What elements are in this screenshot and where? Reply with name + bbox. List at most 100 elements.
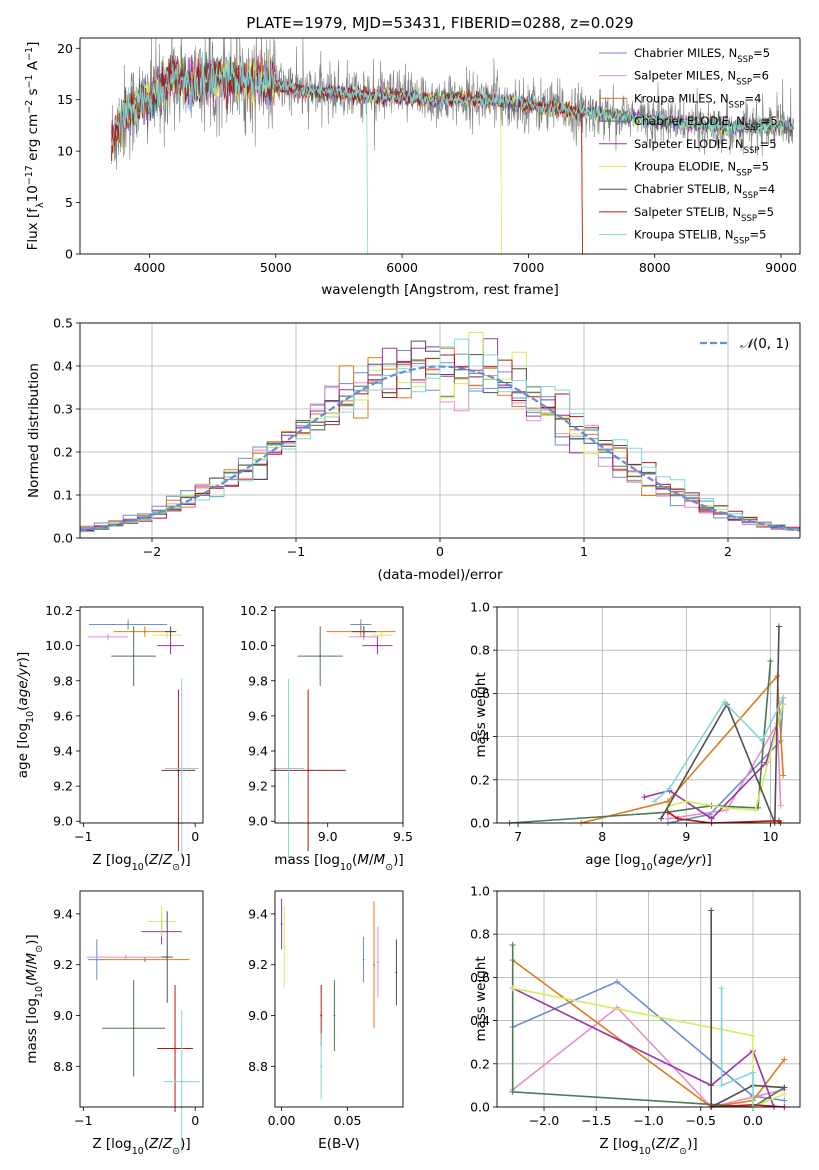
x-tick-label: 0 [191,1113,199,1128]
z-weight-xlabel-part: 10 [639,1146,651,1157]
y-tick-label: 9.4 [248,906,268,921]
weight-marker [666,785,673,792]
z-mass-xlabel-part: ( [144,1136,149,1152]
legend-label-part: Salpeter STELIB, N [634,205,741,219]
age_weight-frame [496,606,801,824]
y-tick-label: 10.2 [240,603,268,618]
weight-marker [658,815,665,822]
weight-series-line [512,959,785,1108]
age-weight-xlabel-part: 10 [641,862,653,873]
x-tick-label: 9.5 [393,829,413,844]
weight-marker [509,1088,516,1095]
data-point [174,1047,177,1050]
spectrum-lines [111,38,795,254]
legend-label-part: 𝒩 [740,336,757,352]
legend-label-part: =4 [758,182,775,196]
z-mass-xlabel-part: Z [log [92,1136,131,1152]
weight-marker [780,772,787,779]
x-tick-label: 0 [191,829,199,844]
x-tick-label: 7 [514,829,522,844]
spectrum-ylabel-part: ] [25,42,41,47]
mass-age-xlabel-part: 10 [340,862,352,873]
x-tick-label: 0.00 [268,1113,296,1128]
legend-label-part: Chabrier MILES, N [634,46,737,60]
age-weight-xlabel-part: age/yr [658,852,703,868]
z-mass-xlabel-part: 10 [132,1146,144,1157]
legend-label-part: Salpeter MILES, N [634,69,736,83]
y-tick-label: 0.0 [53,531,73,546]
weight-marker [651,798,658,805]
weight-marker [718,985,725,992]
data-point [376,961,379,964]
y-tick-label: 0.0 [470,1100,490,1115]
z-weight-xlabel-part: Z [log [599,1136,638,1152]
x-tick-label: 10 [763,829,779,844]
z-mass-xlabel-part: ⊙ [172,1146,180,1157]
legend-label-part: (0, 1) [753,336,789,352]
weight-marker [664,815,671,822]
data-point [372,963,375,966]
weight-series-line [511,945,785,1108]
data-point [143,630,146,633]
z_weight-lines [509,907,788,1110]
data-point [280,923,283,926]
spectrum-ylabel-part: −1 [24,74,35,88]
x-tick-label: 9000 [765,260,797,275]
weight-series-line [653,697,784,803]
ebv-mass-xlabel: E(B-V) [318,1136,360,1152]
ebv_mass-axes: 0.00 0.05 8.8 9.0 9.2 9.4 [248,906,361,1128]
z_weight-frame [496,890,801,1108]
mass-age-xlabel-part: / [369,852,374,868]
z-age-ylabel-part: age/yr [15,661,31,706]
mass-age-xlabel-part: M [374,852,386,868]
data-point [359,623,362,626]
legend-label-part: Chabrier STELIB, N [634,182,742,196]
x-tick-label: 4000 [134,260,166,275]
age_weight-lines [506,623,787,826]
weight-marker [718,1082,725,1089]
y-tick-label: 9.2 [53,779,73,794]
y-tick-label: 9.0 [248,1008,268,1023]
spectrum-ylabel-part: λ [35,202,46,208]
mass-age-xlabel-part: )] [393,852,404,868]
residual-hist-line [80,338,800,533]
z-age-ylabel-part: ( [15,706,31,711]
y-tick-label: 10.2 [45,603,73,618]
x-tick-label: 0.0 [743,1113,763,1128]
z-mass-xlabel-part: / [158,1136,163,1152]
data-point [283,945,286,948]
z-mass-ylabel-part: )] [24,934,40,945]
weight-marker [708,907,715,914]
z_age-points [87,619,199,859]
spectrum-ylabel-part: erg cm [25,114,41,165]
y-tick-label: 0.6 [470,686,490,701]
y-tick-label: 10.0 [240,638,268,653]
legend-label: Salpeter STELIB, NSSP=5 [634,205,774,224]
data-point [395,971,398,974]
z-mass-ylabel-part: 10 [34,986,45,998]
data-point [166,634,169,637]
x-tick-label: 0.05 [334,1113,362,1128]
data-point [95,958,98,961]
y-tick-label: 0.8 [470,643,490,658]
y-tick-label: 0.8 [470,927,490,942]
data-point [124,956,127,959]
data-point [380,634,383,637]
weight-marker [777,802,784,809]
legend-label-part: SSP [729,100,745,110]
z-age-xlabel-part: ( [144,852,149,868]
legend-label-part: =4 [744,91,761,105]
weight-series-line [512,980,785,1102]
weight-marker [781,1091,788,1098]
y-tick-label: 9.4 [248,744,268,759]
z-age-ylabel-part: age [log [15,723,31,778]
spectrum-frame [79,37,801,255]
legend-label-part: SSP [737,55,753,65]
legend-label-part: SSP [744,146,760,156]
data-point [160,920,163,923]
data-point [180,1080,183,1083]
weight-marker [775,623,782,630]
x-tick-label: 9.0 [318,829,338,844]
z-mass-xlabel-part: )] [180,1136,191,1152]
